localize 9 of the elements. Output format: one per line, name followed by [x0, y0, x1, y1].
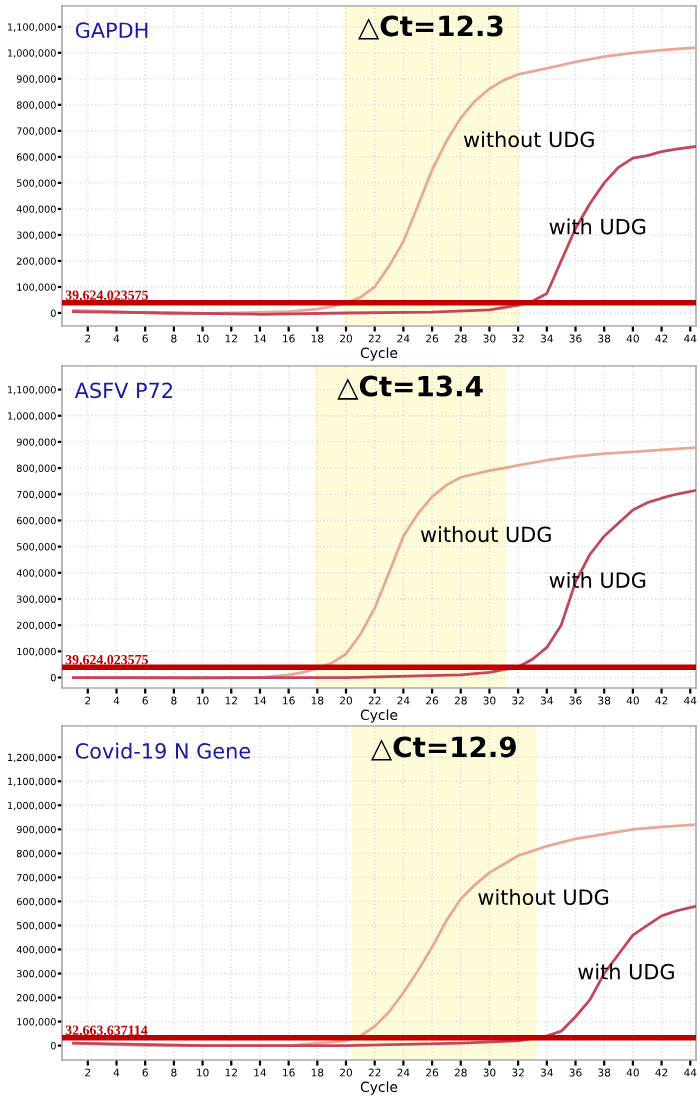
text: ASFV P72 [74, 382, 172, 399]
series-label: without UDG [478, 888, 609, 906]
band-label: △Ct=13.4 [337, 375, 483, 400]
series-label: without UDG [420, 526, 551, 543]
text: Covid-19 N Gene [75, 742, 251, 759]
text: GAPDH [75, 22, 148, 39]
band-label: △Ct=12.9 [370, 736, 516, 761]
series-label: without UDG [463, 131, 594, 148]
band-label: △Ct=12.3 [358, 15, 503, 40]
